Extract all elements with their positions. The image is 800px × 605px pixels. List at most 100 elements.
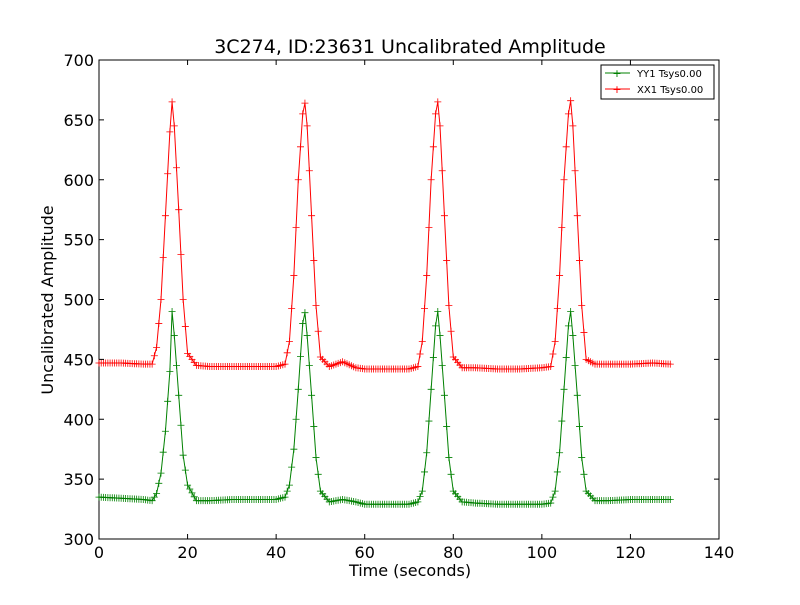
data-point [438,167,446,175]
data-point [303,122,311,130]
data-point [166,128,174,136]
x-tick-label: 40 [266,543,286,562]
data-point [181,322,189,330]
legend-entry-xx1: + XX1 Tsys0.00 [605,83,703,96]
data-point [292,224,300,232]
data-point [414,498,422,506]
series-0 [95,307,674,508]
data-point [283,349,291,357]
data-point [301,309,309,317]
data-point [312,454,320,462]
data-point [148,497,156,505]
data-point [288,304,296,312]
data-point [292,415,300,423]
data-point [443,257,451,265]
data-point [558,224,566,232]
data-point [558,417,566,425]
plot-frame [98,59,720,540]
data-point [157,469,165,477]
data-point [427,385,435,393]
data-point [549,350,557,358]
x-tick-label: 60 [355,543,375,562]
y-tick-label: 350 [63,470,94,489]
data-point [150,493,158,501]
data-point [184,481,192,489]
data-point [308,212,316,220]
y-tick-label: 450 [63,350,94,369]
data-point [569,331,577,339]
data-point [432,322,440,330]
data-point [551,487,559,495]
data-point [170,122,178,130]
data-point [547,499,555,507]
data-point [580,470,588,478]
data-point [547,363,555,371]
data-point [578,301,586,309]
legend-label-yy1: YY1 Tsys0.00 [636,69,702,80]
data-point [432,110,440,118]
data-point [173,164,180,172]
data-point [434,98,442,106]
data-point [153,343,161,351]
plot-area [95,59,720,540]
legend-label-xx1: XX1 Tsys0.00 [637,85,703,96]
data-point [436,122,444,130]
x-tick-label: 20 [177,543,197,562]
data-point [186,485,194,493]
y-tick-label: 300 [63,530,94,549]
legend-box [600,64,715,100]
data-point [168,307,176,315]
data-point [164,397,172,405]
data-point [666,495,674,503]
data-point [556,449,564,457]
data-point [423,449,431,457]
data-point [314,470,322,478]
x-tick-label: 120 [615,543,646,562]
data-point [283,487,291,495]
y-tick-label: 600 [63,171,94,190]
data-point [434,307,442,315]
data-point [425,417,433,425]
data-point [571,361,579,369]
data-point [564,110,572,118]
data-point [549,493,557,501]
data-point [443,422,451,430]
data-point [580,328,588,336]
data-point [423,272,431,280]
data-point [305,361,313,369]
data-point [421,304,428,312]
legend-marker-xx1: + [612,83,621,96]
data-point [290,445,298,453]
data-point [303,331,311,339]
data-point [571,167,579,175]
data-point [440,212,448,220]
data-point [299,110,307,118]
x-tick-label: 100 [527,543,558,562]
y-tick-label: 550 [63,231,94,250]
data-point [290,272,298,280]
data-point [418,487,426,495]
x-tick-labels: 0 20 40 60 80 100 120 140 [94,543,734,562]
data-point [170,331,178,339]
data-point [564,322,572,330]
data-point [414,363,422,371]
data-point [427,176,435,184]
data-point [425,224,433,232]
y-tick-labels: 300 350 400 450 500 550 600 650 700 [63,51,94,549]
data-point [421,468,428,476]
data-point [305,167,313,175]
data-point [297,352,304,360]
data-point [164,170,172,178]
data-point [157,296,165,303]
data-point [314,327,322,335]
y-axis-label: Uncalibrated Amplitude [38,205,57,394]
data-point [285,481,293,489]
data-point [553,304,561,312]
data-point [562,143,570,151]
data-point [153,490,161,497]
x-axis-label: Time (seconds) [348,561,471,580]
data-point [190,493,198,501]
data-point [567,307,575,315]
data-point [177,421,185,429]
